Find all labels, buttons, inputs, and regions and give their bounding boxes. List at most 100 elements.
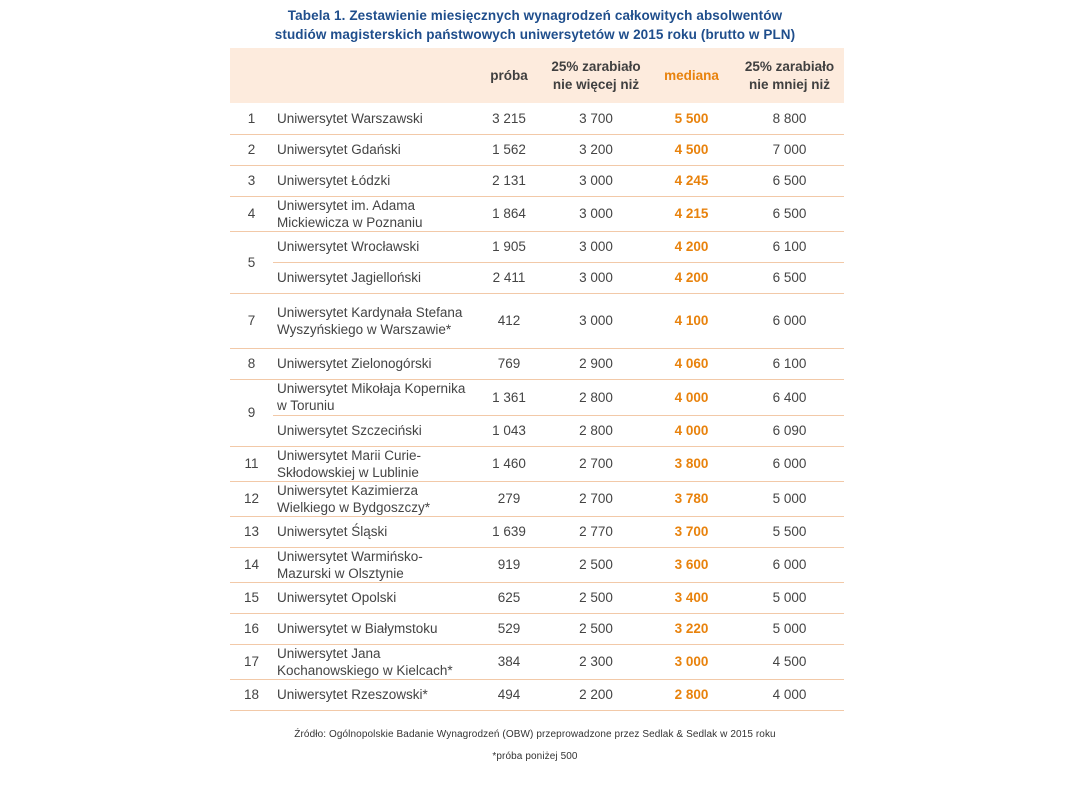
median-cell: 3 780 bbox=[648, 481, 735, 517]
header-p25: 25% zarabiało nie więcej niż bbox=[544, 48, 648, 103]
university-name: Uniwersytet Kardynała Stefana Wyszyńskie… bbox=[273, 293, 474, 349]
university-name: Uniwersytet Mikołaja Kopernika w Toruniu bbox=[273, 379, 474, 416]
p25-cell: 2 500 bbox=[544, 582, 648, 614]
median-cell: 4 215 bbox=[648, 196, 735, 232]
rank-cell: 17 bbox=[230, 644, 273, 680]
table-row: Uniwersytet Szczeciński 1 043 2 800 4 000 6 … bbox=[230, 415, 844, 447]
p25-cell: 2 200 bbox=[544, 679, 648, 711]
rank-cell: 3 bbox=[230, 165, 273, 197]
median-cell: 3 000 bbox=[648, 644, 735, 680]
p25-cell: 3 200 bbox=[544, 134, 648, 166]
p75-cell: 5 500 bbox=[735, 516, 844, 548]
p75-cell: 6 000 bbox=[735, 446, 844, 482]
rank-cell: 4 bbox=[230, 196, 273, 232]
sample-note: *próba poniżej 500 bbox=[492, 751, 578, 762]
rank-cell: 15 bbox=[230, 582, 273, 614]
rank-cell: 7 bbox=[230, 293, 273, 349]
proba-cell: 625 bbox=[474, 582, 544, 614]
p25-cell: 3 000 bbox=[544, 196, 648, 232]
median-cell: 3 700 bbox=[648, 516, 735, 548]
header-name bbox=[273, 48, 474, 103]
rank-cell: 1 bbox=[230, 103, 273, 135]
proba-cell: 1 043 bbox=[474, 415, 544, 447]
median-cell: 3 400 bbox=[648, 582, 735, 614]
p75-cell: 4 000 bbox=[735, 679, 844, 711]
p75-cell: 6 500 bbox=[735, 262, 844, 294]
header-mediana: mediana bbox=[648, 48, 735, 103]
table-body: 1 Uniwersytet Warszawski 3 215 3 700 5 500 8 … bbox=[230, 103, 844, 711]
proba-cell: 1 460 bbox=[474, 446, 544, 482]
university-name: Uniwersytet Łódzki bbox=[273, 165, 474, 197]
p75-cell: 5 000 bbox=[735, 582, 844, 614]
table-row: 18 Uniwersytet Rzeszowski* 494 2 200 2 800 4 … bbox=[230, 679, 844, 711]
rank-cell: 9 bbox=[230, 379, 273, 447]
university-name: Uniwersytet Warmińsko-Mazurski w Olsztyn… bbox=[273, 547, 474, 583]
university-name: Uniwersytet Marii Curie-Skłodowskiej w L… bbox=[273, 446, 474, 482]
p25-cell: 2 500 bbox=[544, 613, 648, 645]
table-row: 15 Uniwersytet Opolski 625 2 500 3 400 5 000 bbox=[230, 582, 844, 614]
table-row: 9 Uniwersytet Mikołaja Kopernika w Toruni… bbox=[230, 379, 844, 447]
university-name: Uniwersytet w Białymstoku bbox=[273, 613, 474, 645]
p25-cell: 2 800 bbox=[544, 379, 648, 416]
p25-cell: 3 000 bbox=[544, 293, 648, 349]
university-name: Uniwersytet Jana Kochanowskiego w Kielca… bbox=[273, 644, 474, 680]
proba-cell: 384 bbox=[474, 644, 544, 680]
proba-cell: 279 bbox=[474, 481, 544, 517]
p75-cell: 6 400 bbox=[735, 379, 844, 416]
university-name: Uniwersytet Kazimierza Wielkiego w Bydgo… bbox=[273, 481, 474, 517]
median-cell: 4 000 bbox=[648, 415, 735, 447]
p75-cell: 6 100 bbox=[735, 231, 844, 263]
university-name: Uniwersytet Gdański bbox=[273, 134, 474, 166]
table-header-row: próba 25% zarabiało nie więcej niż media… bbox=[230, 48, 844, 103]
proba-cell: 1 562 bbox=[474, 134, 544, 166]
median-cell: 4 500 bbox=[648, 134, 735, 166]
rank-cell: 5 bbox=[230, 231, 273, 294]
p75-cell: 6 090 bbox=[735, 415, 844, 447]
median-cell: 3 220 bbox=[648, 613, 735, 645]
proba-cell: 2 411 bbox=[474, 262, 544, 294]
university-name: Uniwersytet Warszawski bbox=[273, 103, 474, 135]
proba-cell: 494 bbox=[474, 679, 544, 711]
university-name: Uniwersytet im. Adama Mickiewicza w Pozn… bbox=[273, 196, 474, 232]
rank-cell: 2 bbox=[230, 134, 273, 166]
header-proba: próba bbox=[474, 48, 544, 103]
rank-cell: 13 bbox=[230, 516, 273, 548]
proba-cell: 1 639 bbox=[474, 516, 544, 548]
university-name: Uniwersytet Wrocławski bbox=[273, 231, 474, 263]
table-row: 1 Uniwersytet Warszawski 3 215 3 700 5 500 8 … bbox=[230, 103, 844, 135]
table-row: 13 Uniwersytet Śląski 1 639 2 770 3 700 5 500 bbox=[230, 516, 844, 548]
median-cell: 4 060 bbox=[648, 348, 735, 380]
table-row: 7 Uniwersytet Kardynała Stefana Wyszyński… bbox=[230, 293, 844, 349]
median-cell: 4 200 bbox=[648, 262, 735, 294]
rank-cell: 11 bbox=[230, 446, 273, 482]
table-row: 3 Uniwersytet Łódzki 2 131 3 000 4 245 6 500 bbox=[230, 165, 844, 197]
table-row: 4 Uniwersytet im. Adama Mickiewicza w Poz… bbox=[230, 196, 844, 232]
proba-cell: 919 bbox=[474, 547, 544, 583]
university-name: Uniwersytet Zielonogórski bbox=[273, 348, 474, 380]
university-name: Uniwersytet Śląski bbox=[273, 516, 474, 548]
median-cell: 4 100 bbox=[648, 293, 735, 349]
median-cell: 4 200 bbox=[648, 231, 735, 263]
table-title: Tabela 1. Zestawienie miesięcznych wynag… bbox=[230, 6, 840, 44]
p75-cell: 4 500 bbox=[735, 644, 844, 680]
p25-cell: 2 800 bbox=[544, 415, 648, 447]
p25-cell: 3 000 bbox=[544, 262, 648, 294]
header-rank bbox=[230, 48, 273, 103]
table-row: 11 Uniwersytet Marii Curie-Skłodowskiej w… bbox=[230, 446, 844, 482]
p75-cell: 6 100 bbox=[735, 348, 844, 380]
table-row: 8 Uniwersytet Zielonogórski 769 2 900 4 060 6… bbox=[230, 348, 844, 380]
median-cell: 5 500 bbox=[648, 103, 735, 135]
rank-cell: 12 bbox=[230, 481, 273, 517]
median-cell: 2 800 bbox=[648, 679, 735, 711]
p25-cell: 2 500 bbox=[544, 547, 648, 583]
p75-cell: 8 800 bbox=[735, 103, 844, 135]
source-note: Źródło: Ogólnopolskie Badanie Wynagrodze… bbox=[294, 729, 776, 740]
median-cell: 3 800 bbox=[648, 446, 735, 482]
table-title-line-2: studiów magisterskich państwowych uniwer… bbox=[274, 27, 796, 42]
proba-cell: 1 864 bbox=[474, 196, 544, 232]
p25-cell: 3 000 bbox=[544, 231, 648, 263]
p25-cell: 3 700 bbox=[544, 103, 648, 135]
salary-table: próba 25% zarabiało nie więcej niż media… bbox=[230, 48, 844, 711]
p25-cell: 3 000 bbox=[544, 165, 648, 197]
university-name: Uniwersytet Opolski bbox=[273, 582, 474, 614]
